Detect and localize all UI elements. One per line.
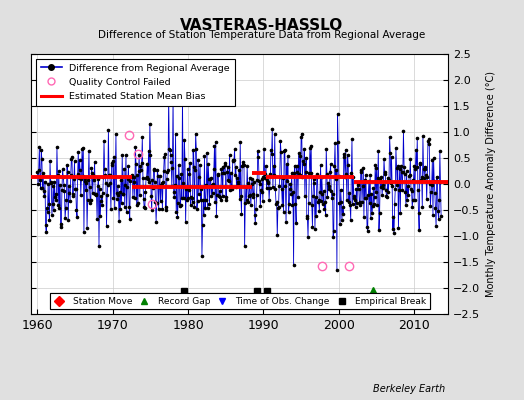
- Text: Difference of Station Temperature Data from Regional Average: Difference of Station Temperature Data f…: [99, 30, 425, 40]
- Y-axis label: Monthly Temperature Anomaly Difference (°C): Monthly Temperature Anomaly Difference (…: [486, 71, 496, 297]
- Legend: Station Move, Record Gap, Time of Obs. Change, Empirical Break: Station Move, Record Gap, Time of Obs. C…: [50, 293, 430, 310]
- Text: VASTERAS-HASSLO: VASTERAS-HASSLO: [180, 18, 344, 33]
- Text: Berkeley Earth: Berkeley Earth: [373, 384, 445, 394]
